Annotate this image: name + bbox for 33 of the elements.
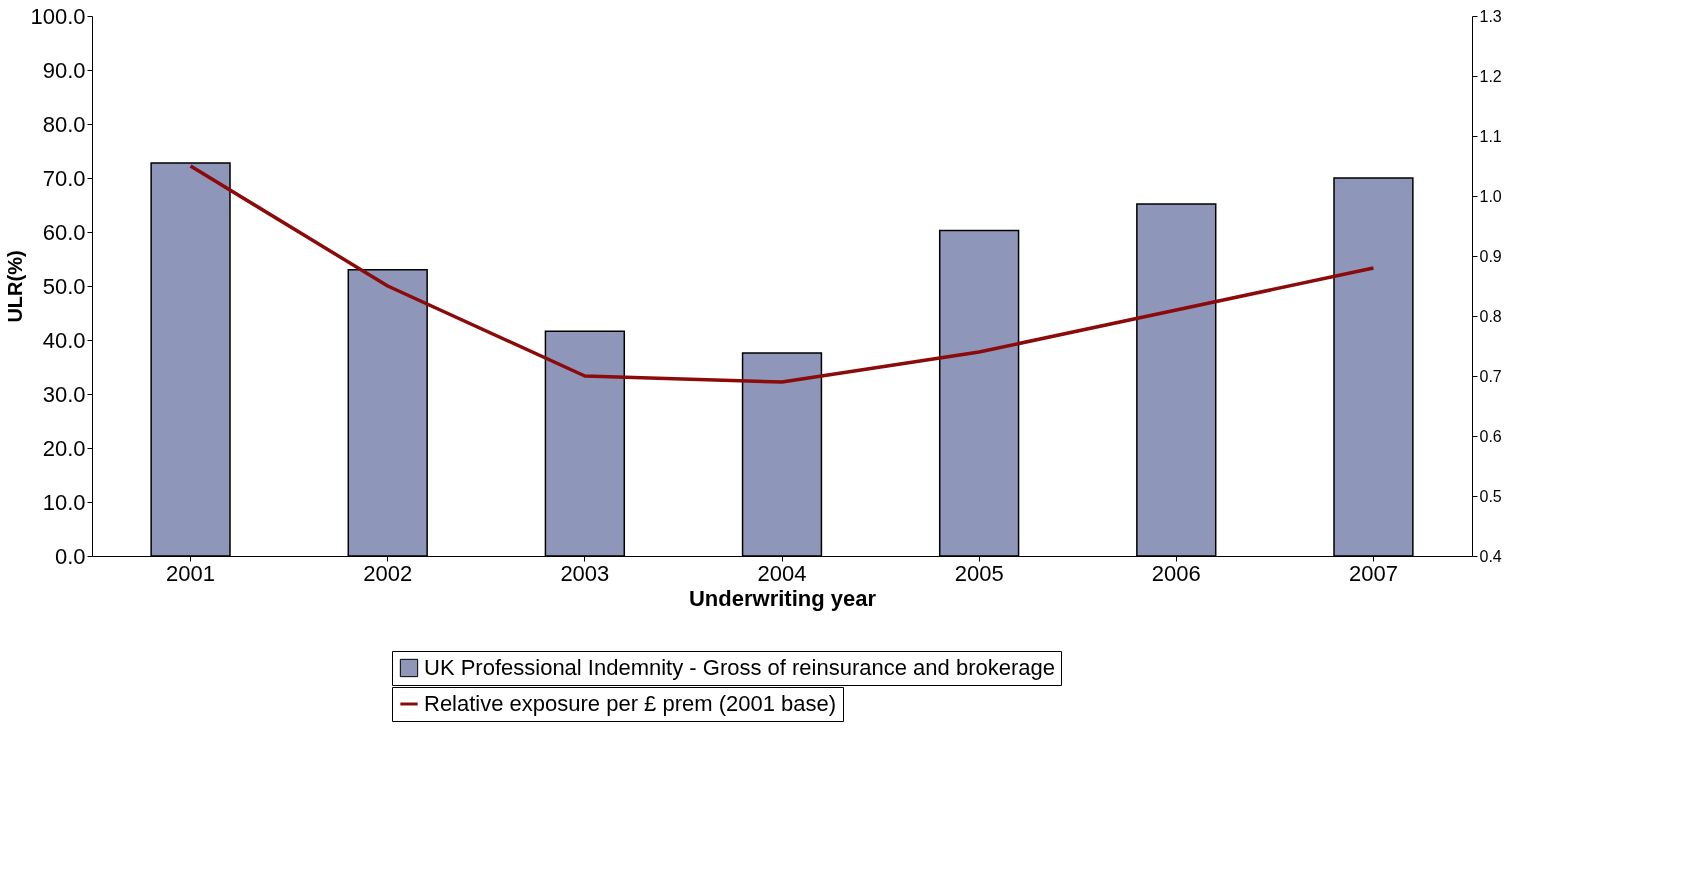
y2-tick-label: 0.7 bbox=[1479, 367, 1502, 385]
x-tick-label: 2003 bbox=[560, 560, 610, 586]
y2-tick-label: 1.0 bbox=[1479, 187, 1502, 205]
y-tick-label: 30.0 bbox=[42, 381, 86, 407]
legend-label: UK Professional Indemnity - Gross of reinsurance and brokerage bbox=[424, 655, 1055, 680]
y2-tick-label: 0.4 bbox=[1479, 547, 1502, 565]
y-tick-label: 100.0 bbox=[30, 3, 86, 29]
x-tick-label: 2007 bbox=[1348, 560, 1398, 586]
line-series bbox=[188, 164, 1376, 384]
x-tick-label: 2005 bbox=[954, 560, 1004, 586]
y2-tick-label: 0.5 bbox=[1479, 487, 1502, 505]
y-tick-label: 10.0 bbox=[42, 489, 86, 515]
y-axis-title: ULR(%) bbox=[4, 250, 27, 323]
x-axis-title: Underwriting year bbox=[688, 585, 877, 611]
y-tick-label: 90.0 bbox=[42, 57, 86, 83]
x-tick-label: 2004 bbox=[757, 560, 807, 586]
y2-tick-label: 0.9 bbox=[1479, 247, 1502, 265]
legend-label: Relative exposure per £ prem (2001 base) bbox=[424, 691, 837, 716]
y2-tick-label: 1.3 bbox=[1479, 7, 1502, 25]
y-tick-label: 80.0 bbox=[42, 111, 86, 137]
x-tick-label: 2006 bbox=[1151, 560, 1201, 586]
x-tick-label: 2002 bbox=[363, 560, 413, 586]
y-tick-label: 0.0 bbox=[54, 543, 86, 569]
y2-tick-label: 0.6 bbox=[1479, 427, 1502, 445]
x-tick-label: 2001 bbox=[166, 560, 216, 586]
y-tick-label: 70.0 bbox=[42, 165, 86, 191]
y-tick-label: 60.0 bbox=[42, 219, 86, 245]
y2-tick-label: 1.1 bbox=[1479, 127, 1502, 145]
y-tick-label: 20.0 bbox=[42, 435, 86, 461]
y-tick-label: 40.0 bbox=[42, 327, 86, 353]
y2-tick-label: 0.8 bbox=[1479, 307, 1502, 325]
y2-tick-label: 1.2 bbox=[1479, 67, 1502, 85]
y-tick-label: 50.0 bbox=[42, 273, 86, 299]
